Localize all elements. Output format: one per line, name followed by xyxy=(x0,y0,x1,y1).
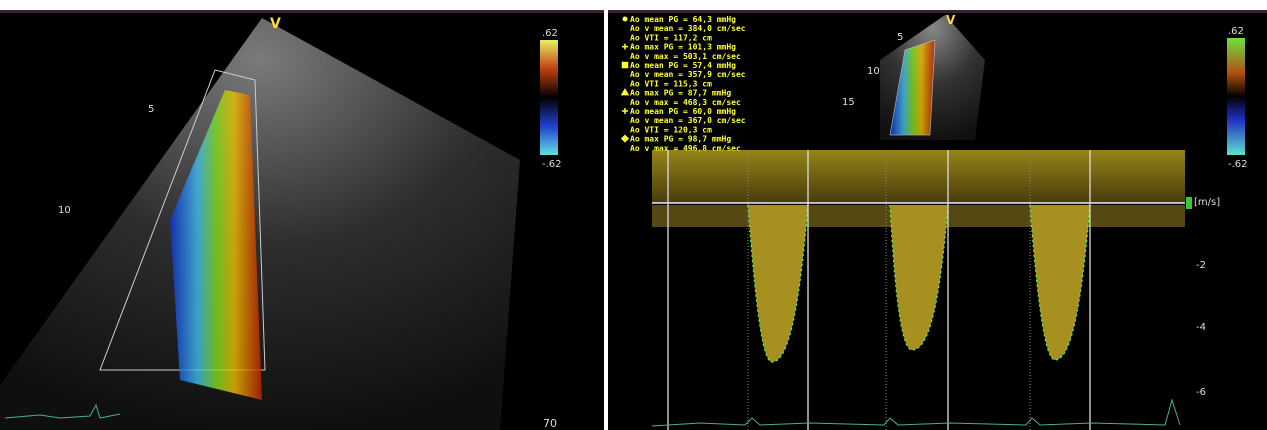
top-border xyxy=(0,10,604,13)
measurement: Ao VTI = 115,3 cm xyxy=(630,79,712,88)
color-bar xyxy=(1227,38,1245,155)
measurement: Ao VTI = 117,2 cm xyxy=(630,33,712,42)
measurement-marker xyxy=(623,63,628,68)
view-marker: V xyxy=(946,13,956,27)
depth-label: 10 xyxy=(58,205,71,216)
scale-max: .62 xyxy=(1228,26,1244,37)
measurement: Ao max PG = 87,7 mmHg xyxy=(630,89,731,98)
view-marker: V xyxy=(270,16,281,32)
velocity-unit: [m/s] xyxy=(1194,197,1220,208)
measurement: Ao max PG = 98,7 mmHg xyxy=(630,135,731,144)
measurement: Ao v max = 503,1 cm/sec xyxy=(630,52,741,61)
screenshot: V .62 -.62 5 10 70 Ao mean PG = 64,3 mmH… xyxy=(0,0,1267,430)
measurement: Ao mean PG = 57,4 mmHg xyxy=(630,61,736,70)
scale-min: -.62 xyxy=(542,159,562,170)
color-bar xyxy=(540,40,558,155)
scale-max: .62 xyxy=(542,28,558,39)
measurement: Ao mean PG = 60,0 mmHg xyxy=(630,107,736,116)
top-border xyxy=(608,10,1267,13)
depth-label: 5 xyxy=(897,32,903,43)
measurement: Ao max PG = 101,3 mmHg xyxy=(630,43,736,52)
page: V .62 -.62 5 10 70 Ao mean PG = 64,3 mmH… xyxy=(0,0,1267,430)
frame-rate: 70 xyxy=(543,417,557,430)
depth-label: 10 xyxy=(867,66,880,77)
measurement: Ao v mean = 384,0 cm/sec xyxy=(630,24,746,33)
depth-label: 5 xyxy=(148,104,154,115)
scale-min: -.62 xyxy=(1228,159,1248,170)
velocity-label: -4 xyxy=(1196,322,1206,333)
measurement: Ao mean PG = 64,3 mmHg xyxy=(630,15,736,24)
spectrum-positive xyxy=(652,150,1185,203)
measurement: Ao v max = 468,3 cm/sec xyxy=(630,98,741,107)
depth-label: 15 xyxy=(842,97,855,108)
measurement: Ao v mean = 357,9 cm/sec xyxy=(630,70,746,79)
measurement-marker xyxy=(623,17,628,22)
measurement: Ao v mean = 367,0 cm/sec xyxy=(630,116,746,125)
velocity-label: -2 xyxy=(1196,260,1206,271)
velocity-label: -6 xyxy=(1196,387,1206,398)
baseline-marker xyxy=(1186,197,1192,209)
measurement: Ao VTI = 120,3 cm xyxy=(630,125,712,134)
